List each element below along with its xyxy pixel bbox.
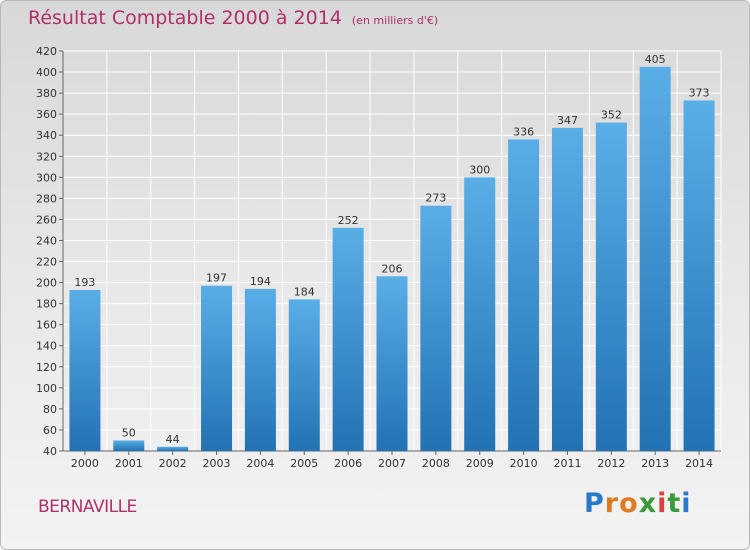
y-tick-label: 180: [36, 298, 57, 311]
value-label-2009: 300: [469, 163, 490, 176]
x-tick-label: 2009: [466, 457, 494, 470]
x-tick-label: 2014: [685, 457, 713, 470]
bars: [69, 66, 715, 451]
bar-2002: [157, 446, 189, 451]
bar-2005: [288, 299, 320, 451]
chart-unit: (en milliers d'€): [351, 14, 439, 27]
value-label-2003: 197: [206, 272, 227, 285]
x-tick-label: 2013: [641, 457, 669, 470]
x-tick-label: 2006: [334, 457, 362, 470]
x-tick-label: 2012: [597, 457, 625, 470]
y-tick-label: 80: [43, 403, 57, 416]
y-tick-label: 360: [36, 108, 57, 121]
value-label-2011: 347: [557, 114, 578, 127]
y-tick-label: 380: [36, 87, 57, 100]
y-tick-label: 160: [36, 319, 57, 332]
value-label-2007: 206: [382, 262, 403, 275]
value-label-2014: 373: [689, 86, 710, 99]
y-tick-label: 100: [36, 382, 57, 395]
chart-title: Résultat Comptable 2000 à 2014 (en millie…: [28, 7, 438, 29]
y-tick-label: 300: [36, 171, 57, 184]
value-label-2012: 352: [601, 109, 622, 122]
value-label-2001: 50: [122, 426, 136, 439]
value-label-2002: 44: [166, 433, 180, 446]
bar-2010: [508, 139, 540, 451]
bar-2009: [464, 177, 496, 451]
y-tick-label: 340: [36, 129, 57, 142]
bar-2012: [595, 122, 627, 451]
bar-2006: [332, 227, 364, 451]
value-label-2005: 184: [294, 285, 315, 298]
y-tick-label: 220: [36, 256, 57, 269]
y-tick-label: 260: [36, 213, 57, 226]
x-tick-label: 2008: [422, 457, 450, 470]
y-tick-label: 280: [36, 192, 57, 205]
value-label-2000: 193: [74, 276, 95, 289]
commune-name: BERNAVILLE: [38, 497, 137, 517]
bar-2003: [201, 285, 233, 451]
x-tick-label: 2002: [159, 457, 187, 470]
y-tick-label: 140: [36, 340, 57, 353]
bar-2008: [420, 205, 452, 451]
y-tick-label: 40: [43, 445, 57, 458]
y-tick-label: 200: [36, 277, 57, 290]
data-labels: 193 50 44 197 194 184 252 206 273 300 336 347 352 405…: [74, 53, 709, 446]
axes: 40 60 80 100 120 140 160 180 200 220 240 260 280 300 3…: [36, 45, 721, 470]
y-tick-label: 420: [36, 45, 57, 58]
chart-title-text: Résultat Comptable 2000 à 2014: [28, 7, 342, 29]
y-tick-label: 120: [36, 361, 57, 374]
bar-2014: [683, 100, 715, 451]
x-tick-label: 2001: [115, 457, 143, 470]
value-label-2008: 273: [425, 192, 446, 205]
bar-2004: [244, 288, 276, 451]
y-tick-label: 400: [36, 66, 57, 79]
value-label-2013: 405: [645, 53, 666, 66]
x-tick-label: 2003: [203, 457, 231, 470]
proxiti-logo: Proxiti: [584, 488, 692, 519]
value-label-2006: 252: [338, 214, 359, 227]
x-tick-label: 2007: [378, 457, 406, 470]
x-tick-label: 2005: [290, 457, 318, 470]
y-tick-label: 320: [36, 150, 57, 163]
bar-2011: [551, 127, 583, 451]
x-tick-label: 2010: [510, 457, 538, 470]
bar-2000: [69, 289, 101, 451]
bar-2007: [376, 276, 408, 451]
x-tick-label: 2004: [246, 457, 274, 470]
bar-2001: [113, 440, 145, 451]
bar-2013: [639, 66, 671, 451]
x-tick-label: 2011: [553, 457, 581, 470]
y-tick-label: 60: [43, 424, 57, 437]
value-label-2010: 336: [513, 125, 534, 138]
value-label-2004: 194: [250, 275, 271, 288]
x-tick-label: 2000: [71, 457, 99, 470]
y-tick-label: 240: [36, 234, 57, 247]
